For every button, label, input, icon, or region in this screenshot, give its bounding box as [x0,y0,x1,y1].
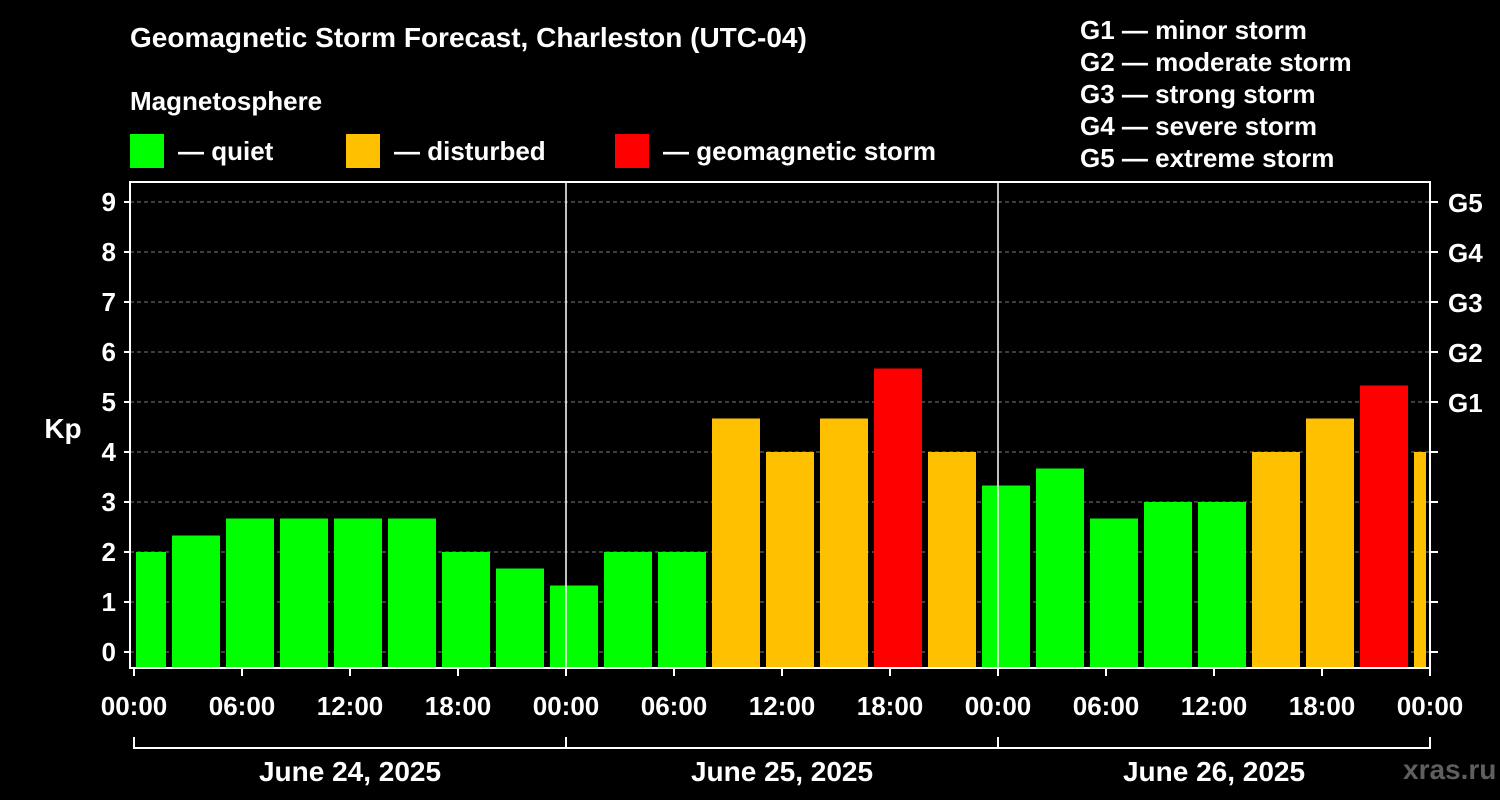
plot-frame [129,181,1431,669]
x-tick-label: 06:00 [209,691,276,721]
g-scale-legend: G1 — minor storm G2 — moderate storm G3 … [1080,14,1352,174]
x-tick-label: 12:00 [749,691,816,721]
y-tick-label: 8 [102,237,116,267]
g-scale-tick-label: G2 [1448,338,1483,368]
g-scale-entry: G2 — moderate storm [1080,47,1352,77]
legend-label-quiet: — quiet [178,135,274,166]
kp-bar [658,552,706,668]
x-tick-label: 00:00 [533,691,600,721]
y-tick-label: 9 [102,187,116,217]
y-tick-label: 5 [102,387,116,417]
kp-bar [982,485,1030,668]
kp-bar [1090,518,1138,668]
kp-bar [226,518,274,668]
y-tick-label: 0 [102,637,116,667]
kp-bar [280,518,328,668]
g-scale-entry: G4 — severe storm [1080,111,1318,141]
x-tick-label: 12:00 [1181,691,1248,721]
y-tick-label: 4 [102,437,117,467]
kp-bar [874,368,922,668]
legend-swatch-quiet [130,134,164,168]
y-tick-label: 1 [102,587,116,617]
legend-swatch-disturbed [346,134,380,168]
x-tick-label: 00:00 [1397,691,1464,721]
kp-bar [1306,418,1354,668]
g-scale-entry: G1 — minor storm [1080,15,1307,45]
kp-bar [136,552,166,668]
x-tick-label: 12:00 [317,691,384,721]
chart-title: Geomagnetic Storm Forecast, Charleston (… [130,22,807,53]
day-label: June 26, 2025 [1123,756,1305,787]
kp-bar [442,552,490,668]
kp-bar [496,568,544,668]
legend-label-disturbed: — disturbed [394,135,546,166]
x-tick-label: 18:00 [425,691,492,721]
kp-bar [1360,385,1408,668]
kp-bar [1144,502,1192,668]
kp-bar [1252,452,1300,668]
kp-bar [1414,452,1426,668]
legend-swatch-storm [615,134,649,168]
y-tick-label: 7 [102,287,116,317]
kp-bar [766,452,814,668]
g-scale-tick-label: G5 [1448,188,1483,218]
legend-item-quiet: — quiet [130,134,273,168]
day-label: June 24, 2025 [259,756,441,787]
legend-item-storm: — geomagnetic storm [615,134,936,168]
y-axis-label: Kp [44,413,81,444]
y-tick-label: 2 [102,537,116,567]
kp-bar [1036,468,1084,668]
x-tick-label: 00:00 [101,691,168,721]
legend-item-disturbed: — disturbed [346,134,546,168]
kp-bar [1198,502,1246,668]
x-tick-label: 00:00 [965,691,1032,721]
kp-bar [604,552,652,668]
g-scale-tick-label: G4 [1448,238,1483,268]
x-tick-label: 18:00 [857,691,924,721]
g-scale-tick-label: G1 [1448,388,1483,418]
kp-bar [334,518,382,668]
x-tick-label: 06:00 [641,691,708,721]
x-tick-label: 18:00 [1289,691,1356,721]
legend-label-storm: — geomagnetic storm [663,135,937,166]
kp-bar [172,535,220,668]
kp-bar [388,518,436,668]
kp-bar [928,452,976,668]
g-scale-tick-label: G3 [1448,288,1483,318]
g-scale-entry: G3 — strong storm [1080,79,1316,109]
legend-subtitle: Magnetosphere [130,86,323,116]
day-label: June 25, 2025 [691,756,873,787]
kp-bar [550,585,598,668]
kp-bar [712,418,760,668]
credit-label: xras.ru [1403,754,1497,785]
x-tick-label: 06:00 [1073,691,1140,721]
kp-bar [820,418,868,668]
g-scale-entry: G5 — extreme storm [1080,143,1335,173]
y-tick-label: 6 [102,337,116,367]
y-tick-label: 3 [102,487,116,517]
